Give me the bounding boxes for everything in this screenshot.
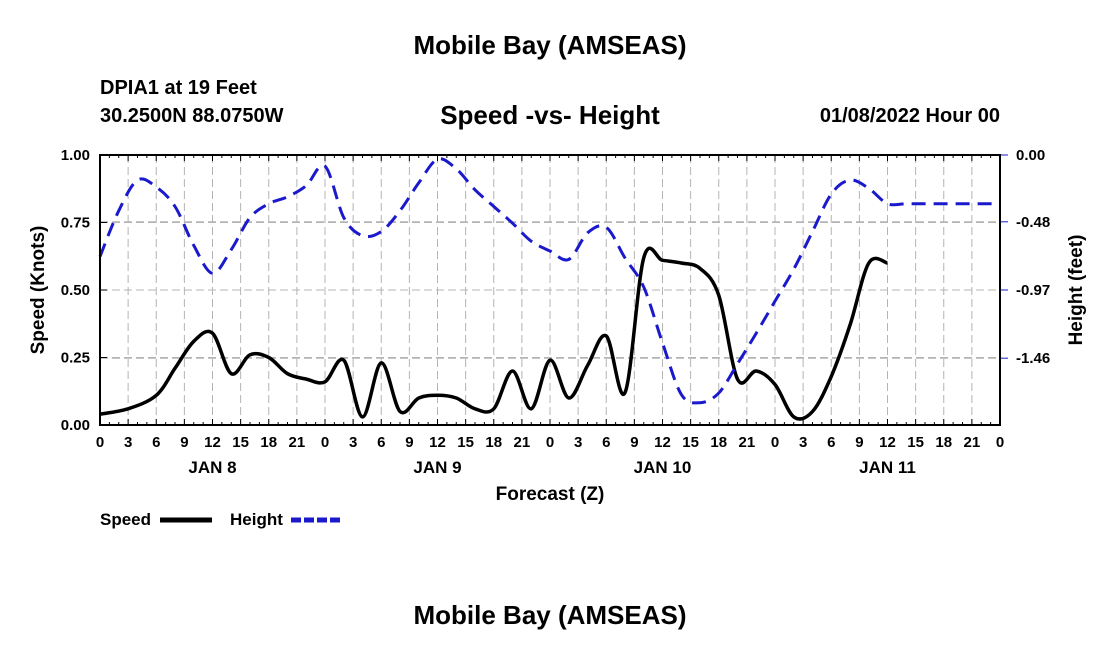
y2-tick-label: 0.00 <box>1016 147 1045 164</box>
y-tick-label: 0.75 <box>61 215 90 232</box>
x-tick-label: 18 <box>260 434 277 451</box>
x-tick-label: 0 <box>771 434 779 451</box>
legend-height-label: Height <box>230 510 283 529</box>
x-tick-label: 21 <box>289 434 306 451</box>
x-tick-label: 0 <box>96 434 104 451</box>
x-tick-label: 15 <box>457 434 474 451</box>
forecast-run-time: 01/08/2022 Hour 00 <box>819 105 1000 127</box>
data-series <box>98 157 1000 421</box>
height-series-line <box>98 157 1000 405</box>
x-tick-label: 12 <box>429 434 446 451</box>
x-tick-label: 18 <box>710 434 727 451</box>
x-tick-label: 6 <box>827 434 835 451</box>
x-tick-label: 3 <box>574 434 582 451</box>
day-label: JAN 11 <box>859 458 916 477</box>
station-coordinates: 30.2500N 88.0750W <box>100 105 284 127</box>
y-tick-label: 0.25 <box>61 350 90 367</box>
x-tick-label: 6 <box>377 434 385 451</box>
plot-frame <box>99 154 1001 426</box>
legend-speed-label: Speed <box>100 510 151 529</box>
station-label: DPIA1 at 19 Feet <box>100 77 257 99</box>
x-tick-label: 0 <box>321 434 329 451</box>
y2-axis-title: Height (feet) <box>1066 235 1087 346</box>
day-label: JAN 9 <box>413 458 461 477</box>
y2-tick-label: -1.46 <box>1016 350 1050 367</box>
x-tick-label: 12 <box>204 434 221 451</box>
x-tick-label: 6 <box>602 434 610 451</box>
x-tick-label: 15 <box>232 434 249 451</box>
chart-subtitle: Speed -vs- Height <box>440 100 660 130</box>
x-tick-label: 12 <box>879 434 896 451</box>
y-tick-label: 1.00 <box>61 147 90 164</box>
x-tick-label: 15 <box>907 434 924 451</box>
x-tick-label: 9 <box>855 434 863 451</box>
day-label: JAN 8 <box>188 458 236 477</box>
y2-tick-label: -0.48 <box>1016 214 1050 231</box>
x-tick-label: 9 <box>630 434 638 451</box>
x-tick-label: 18 <box>935 434 952 451</box>
y2-tick-label: -0.97 <box>1016 282 1050 299</box>
x-tick-label: 3 <box>799 434 807 451</box>
bottom-title: Mobile Bay (AMSEAS) <box>413 600 687 630</box>
x-tick-label: 9 <box>180 434 188 451</box>
x-tick-label: 0 <box>546 434 554 451</box>
y-tick-label: 0.00 <box>61 417 90 434</box>
x-tick-label: 18 <box>485 434 502 451</box>
y-tick-label: 0.50 <box>61 282 90 299</box>
grid-lines <box>100 155 1000 425</box>
x-tick-label: 3 <box>349 434 357 451</box>
x-tick-label: 21 <box>514 434 531 451</box>
x-tick-label: 12 <box>654 434 671 451</box>
y-axis-title: Speed (Knots) <box>28 226 49 355</box>
x-tick-label: 0 <box>996 434 1004 451</box>
axis-labels: 0 3 6 9 12 15 18 21 0 3 6 9 12 15 18 21 0 3 6 9 12 15 18 21 0 3 6 9… <box>28 147 1087 505</box>
x-axis-title: Forecast (Z) <box>496 484 605 505</box>
x-tick-label: 15 <box>682 434 699 451</box>
x-tick-label: 9 <box>405 434 413 451</box>
x-tick-label: 3 <box>124 434 132 451</box>
x-tick-label: 6 <box>152 434 160 451</box>
page-title: Mobile Bay (AMSEAS) <box>413 30 687 60</box>
speed-series-line <box>99 246 888 421</box>
legend: Speed Height <box>100 510 343 529</box>
x-tick-label: 21 <box>739 434 756 451</box>
day-label: JAN 10 <box>634 458 692 477</box>
x-tick-label: 21 <box>964 434 981 451</box>
